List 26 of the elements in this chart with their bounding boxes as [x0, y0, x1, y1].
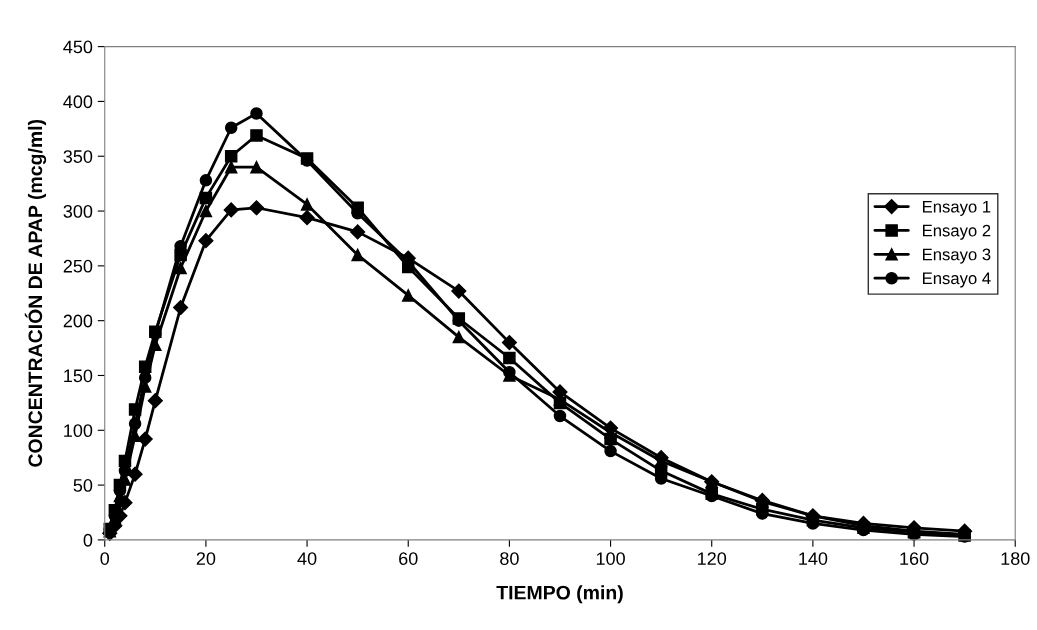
x-tick-label: 100	[596, 552, 625, 565]
x-axis-title: TIEMPO (min)	[496, 585, 623, 604]
x-tick-label: 180	[1001, 552, 1030, 565]
y-tick-label: 400	[63, 95, 93, 109]
y-tick-label: 100	[64, 424, 93, 438]
y-tick-label: 300	[63, 204, 93, 218]
x-tick-label: 140	[799, 552, 828, 565]
x-tick-label: 60	[399, 552, 418, 565]
y-tick-label: 0	[83, 533, 93, 547]
x-tick-label: 40	[297, 552, 317, 565]
y-tick-label: 200	[63, 314, 93, 328]
x-tick-label: 20	[196, 552, 216, 565]
x-tick-label: 80	[500, 552, 519, 565]
legend-label: Ensayo 1	[923, 200, 991, 216]
y-tick-label: 50	[73, 479, 93, 492]
x-tick-label: 160	[900, 552, 929, 565]
y-tick-label: 150	[64, 369, 93, 383]
x-tick-label: 120	[698, 552, 727, 565]
y-tick-label: 250	[63, 259, 93, 273]
legend-label: Ensayo 2	[923, 224, 991, 240]
y-tick-label: 450	[63, 40, 93, 54]
y-tick-label: 350	[63, 150, 93, 163]
legend-label: Ensayo 3	[923, 248, 991, 264]
x-tick-label: 0	[100, 552, 110, 565]
y-axis-title: CONCENTRACIÓN DE APAP (mcg/ml)	[24, 119, 47, 467]
legend-label: Ensayo 4	[923, 272, 991, 288]
